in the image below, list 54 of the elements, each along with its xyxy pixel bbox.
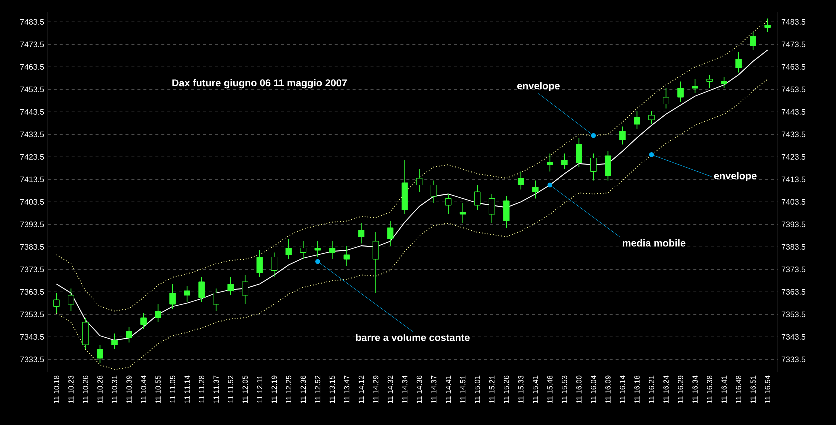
candlestick [692,79,698,94]
candlestick [184,286,190,303]
annotation: envelope [517,82,560,92]
candlestick [648,110,655,125]
annotation: envelope [714,172,757,182]
candlestick [82,318,89,350]
candlestick [576,138,582,168]
candlestick [68,288,74,312]
candlestick [430,180,438,204]
annotation: media mobile [623,239,686,247]
candlestick [112,333,118,350]
candlestick [764,18,772,33]
candlestick [54,292,60,314]
text: Dax future giugno 06 11 maggio 2007 [172,79,348,89]
candlestick [620,126,626,146]
candlestick [198,277,205,303]
candlestick [387,220,394,246]
candlestick [605,151,612,182]
candlestick [488,194,496,224]
candlestick [126,326,132,344]
candlestick [518,171,524,190]
candlestick [372,232,380,294]
candlestick [358,223,365,244]
candlestick [590,153,597,182]
candlestick [474,184,481,210]
candlestick [460,202,466,224]
candlestick [750,32,756,51]
candlestick [155,304,162,323]
candlestick [242,274,249,305]
candlestick [140,313,147,330]
candlestick [706,74,713,89]
candlestick [445,194,452,215]
candlestick [329,241,336,260]
candlestick [532,180,539,200]
candlestick [736,52,742,74]
candlestick [170,284,176,310]
candlestick [663,88,670,110]
candlestick [300,241,307,260]
candlestick [228,277,234,296]
candlestick [256,250,264,278]
annotation: barre a volume costante [356,334,470,342]
candlestick [721,76,728,89]
candlestick [503,196,510,228]
candlestick [416,169,423,192]
candlestick [213,288,220,312]
candlestick [547,153,554,172]
candlestick [314,241,322,258]
candlestick [678,81,684,102]
candlestick [97,344,104,364]
candlestick [286,238,292,260]
candlestick [634,110,640,130]
candlestick [271,252,278,278]
candlestick [562,153,568,170]
candlestick [344,246,350,267]
